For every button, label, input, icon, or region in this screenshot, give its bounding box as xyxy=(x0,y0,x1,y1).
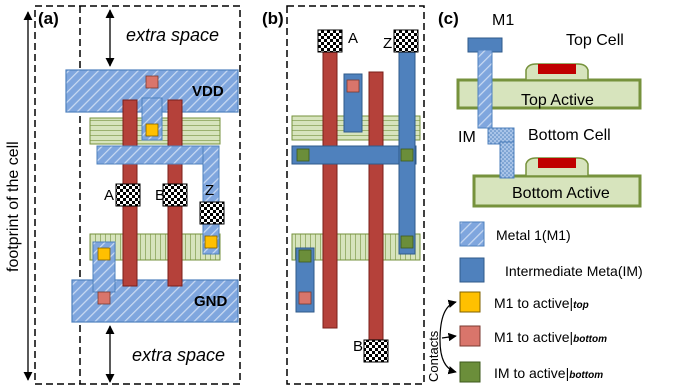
footprint-label: footprint of the cell xyxy=(5,141,22,272)
legend-m1-bottom-text: M1 to active| xyxy=(494,329,574,345)
legend-m1-bottom-swatch xyxy=(459,325,481,347)
b-im-strap-horizontal xyxy=(291,145,417,165)
bottom-cell-label: Bottom Cell xyxy=(528,127,611,144)
b-pin-z-via-icon xyxy=(393,29,419,53)
contacts-arrow-2 xyxy=(441,332,457,342)
m1-output-strap-horizontal xyxy=(96,145,220,165)
legend-m1-top-text: M1 to active| xyxy=(494,295,574,311)
bottom-active-label: Bottom Active xyxy=(512,185,610,202)
b-im-contact-left-icon xyxy=(296,148,310,162)
b-im-contact-right-icon xyxy=(400,148,414,162)
extra-space-bottom-label: extra space xyxy=(132,345,226,365)
pin-b-via-icon xyxy=(162,183,188,207)
panel-b xyxy=(286,5,425,385)
legend-m1-top-swatch xyxy=(459,291,481,313)
m1-output-strap-vertical xyxy=(202,145,220,255)
b-im-contact-z-icon xyxy=(400,235,414,249)
cell-footprint-outline xyxy=(34,5,241,385)
legend-im-bottom-text: IM to active| xyxy=(494,365,570,381)
vdd-label: VDD xyxy=(192,83,224,100)
legend-m1-bottom-label: M1 to active|bottom xyxy=(494,330,607,345)
legend-im-bottom-swatch xyxy=(459,361,481,383)
b-pin-z-label: Z xyxy=(383,35,393,52)
b-pin-b-via-icon xyxy=(363,339,389,363)
pin-a-label: A xyxy=(104,187,115,204)
top-cell-gate-red xyxy=(538,64,576,74)
b-contact-bottom-icon xyxy=(346,79,360,93)
im-vertical xyxy=(499,141,515,179)
legend xyxy=(439,221,485,383)
top-active-contact-icon xyxy=(145,123,159,137)
contacts-arrow-1 xyxy=(439,299,457,341)
b-contact-bottom-2-icon xyxy=(298,291,312,305)
panel-c-label: (c) xyxy=(438,9,459,28)
b-poly-gate-a xyxy=(322,39,338,329)
b-pin-a-label: A xyxy=(348,30,359,47)
z-top-contact-icon xyxy=(204,235,218,249)
pin-z-via-icon xyxy=(199,201,225,225)
legend-im-label: Intermediate Meta(IM) xyxy=(505,263,643,279)
legend-im-swatch xyxy=(459,257,485,283)
legend-im-bottom-sub: bottom xyxy=(569,370,604,381)
m1-vertical xyxy=(477,49,493,129)
legend-im-bottom-label: IM to active|bottom xyxy=(494,366,603,381)
legend-m1-bottom-sub: bottom xyxy=(573,334,608,345)
top-active-label: Top Active xyxy=(521,92,594,109)
gnd-bottom-contact-icon xyxy=(97,291,111,305)
panel-a-label: (a) xyxy=(38,9,59,28)
b-pin-b-label: B xyxy=(353,338,364,355)
b-im-contact-gnd-icon xyxy=(298,249,312,263)
legend-m1-top-label: M1 to active|top xyxy=(494,296,589,311)
panel-a xyxy=(23,5,241,385)
legend-metal1-label: Metal 1(M1) xyxy=(496,227,571,243)
contacts-arrow-3 xyxy=(439,339,457,375)
legend-metal1-swatch xyxy=(459,221,485,247)
panel-b-label: (b) xyxy=(262,9,284,28)
pin-a-via-icon xyxy=(115,183,141,207)
b-im-strap-vertical xyxy=(398,39,416,255)
im-label: IM xyxy=(458,129,476,146)
pin-z-label: Z xyxy=(205,182,215,199)
panel-b-outline xyxy=(286,5,425,385)
top-cell-label: Top Cell xyxy=(566,32,624,49)
gnd-label: GND xyxy=(194,293,228,310)
gnd-top-contact-icon xyxy=(97,247,111,261)
legend-m1-top-sub: top xyxy=(573,300,589,311)
extra-space-top-label: extra space xyxy=(126,25,220,45)
contacts-label: Contacts xyxy=(426,330,441,382)
panel-c xyxy=(456,37,642,208)
pin-b-label: B xyxy=(155,187,166,204)
m1-label: M1 xyxy=(492,12,515,29)
b-poly-gate-b xyxy=(368,71,384,353)
b-pin-a-via-icon xyxy=(317,29,343,53)
bottom-cell-gate-red xyxy=(538,158,576,168)
vdd-contact-bottom-icon xyxy=(145,75,159,89)
